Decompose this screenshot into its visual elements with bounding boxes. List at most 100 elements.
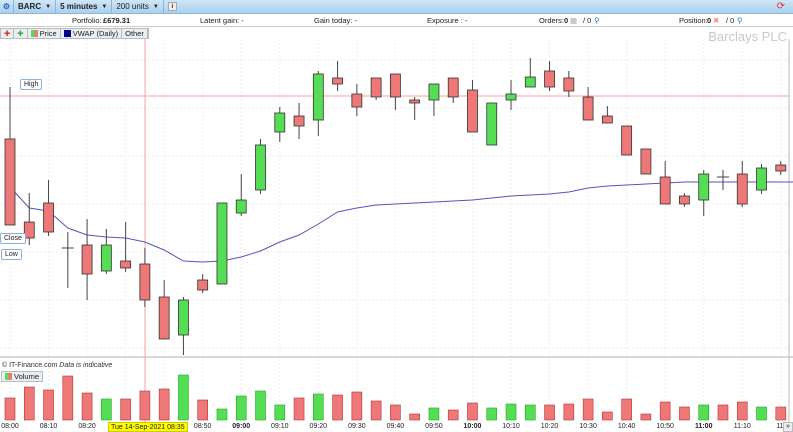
exposure: Exposure : - xyxy=(427,16,468,25)
volume-bar xyxy=(621,398,632,421)
time-tick-label: 09:00 xyxy=(232,423,251,430)
refresh-icon[interactable]: ⟳ xyxy=(776,1,785,12)
price-label: Price xyxy=(39,29,57,38)
units-dropdown[interactable]: 200 units ▼ xyxy=(112,0,164,14)
time-tick-label: 08:10 xyxy=(39,423,58,430)
chart-tools: ✚ ✚ Price VWAP (Daily) Other xyxy=(0,28,149,39)
candle-body xyxy=(736,173,748,205)
scroll-right-button[interactable]: » xyxy=(783,422,793,432)
volume-bar xyxy=(428,407,440,421)
source-text: © IT-Finance.com xyxy=(2,362,58,369)
volume-bar xyxy=(43,389,54,421)
candle-body xyxy=(178,299,189,336)
add-indicator-button[interactable]: ✚ xyxy=(14,29,28,38)
time-tick-label: 08:00 xyxy=(1,423,19,430)
orders-label: Orders: xyxy=(539,16,565,25)
orders-value: 0 xyxy=(564,16,569,25)
candle-body xyxy=(235,199,247,214)
close-label: Close xyxy=(0,233,26,244)
candle-body xyxy=(467,89,478,133)
vwap-label: VWAP (Daily) xyxy=(72,29,119,38)
chevron-down-icon: ▼ xyxy=(152,3,159,10)
close-position-icon[interactable]: ✖ xyxy=(713,16,720,25)
volume-bar xyxy=(602,411,613,421)
volume-bar xyxy=(756,406,767,421)
indicative-note: Data is indicative xyxy=(59,362,113,369)
candle-body xyxy=(544,70,555,88)
app-icon[interactable]: ⚙ xyxy=(0,0,14,14)
volume-bar xyxy=(293,397,305,421)
candle-body xyxy=(640,148,652,175)
position-label: Position: xyxy=(679,16,708,25)
high-label: High xyxy=(20,79,43,90)
volume-bar xyxy=(698,404,710,421)
info-button[interactable]: i xyxy=(164,0,181,14)
chevron-down-icon: ▼ xyxy=(45,3,52,10)
portfolio-label: Portfolio: xyxy=(72,16,102,25)
volume-bar xyxy=(101,398,112,421)
units-value: 200 units xyxy=(116,2,149,11)
volume-bar xyxy=(235,395,247,421)
volume-bar xyxy=(351,391,363,421)
orders-icon[interactable]: ▦ xyxy=(570,16,578,25)
other-button[interactable]: Other xyxy=(122,29,148,38)
volume-bar xyxy=(274,404,286,421)
volume-bar xyxy=(313,393,324,421)
volume-bar xyxy=(717,404,729,421)
instrument-name: Barclays PLC xyxy=(708,29,787,44)
vwap-toggle[interactable]: VWAP (Daily) xyxy=(61,29,123,38)
interval-dropdown[interactable]: 5 minutes ▼ xyxy=(56,0,113,14)
candle-body xyxy=(120,260,132,269)
other-label: Other xyxy=(125,29,144,38)
low-label: Low xyxy=(1,249,22,260)
volume-bar xyxy=(62,375,74,421)
candle-body xyxy=(563,77,575,92)
candle-body xyxy=(621,125,633,156)
gain-today: Gain today: - xyxy=(314,16,357,25)
volume-label: Volume xyxy=(14,372,40,381)
symbol-value: BARC xyxy=(18,2,42,11)
candle-body xyxy=(4,138,16,226)
candle-body xyxy=(679,195,690,205)
candle-body xyxy=(197,279,209,291)
crosshair-date-label: Tue 14-Sep-2021 08:35 xyxy=(108,422,188,432)
time-tick-label: 09:10 xyxy=(271,423,289,430)
candle-body xyxy=(312,73,324,121)
volume-toggle[interactable]: Volume xyxy=(1,371,44,382)
price-toggle[interactable]: Price xyxy=(28,29,61,38)
time-axis: 08:00 08:10 08:20 08:50 09:00 09:10 09:20 09:30… xyxy=(0,422,793,432)
volume-bar xyxy=(197,399,208,421)
volume-bar xyxy=(255,390,266,421)
volume-swatch-icon xyxy=(5,373,12,380)
time-tick-label: 10:10 xyxy=(502,423,520,430)
candle-body xyxy=(158,296,170,340)
candle-body xyxy=(43,202,54,233)
volume-bar xyxy=(775,406,787,421)
time-tick-label: 10:50 xyxy=(656,423,674,430)
search-orders-icon[interactable]: ⚲ xyxy=(594,16,600,25)
time-tick-label: 08:20 xyxy=(78,423,96,430)
add-icon: ✚ xyxy=(17,29,24,38)
search-position-icon[interactable]: ⚲ xyxy=(737,16,743,25)
candle-body xyxy=(351,93,363,108)
symbol-dropdown[interactable]: BARC ▼ xyxy=(14,0,57,14)
candle-body xyxy=(601,115,613,124)
candle-body xyxy=(756,167,767,191)
volume-bar xyxy=(390,404,401,421)
candle-body xyxy=(216,202,228,285)
candle-body xyxy=(389,73,401,98)
volume-bar xyxy=(659,401,671,421)
time-tick-label: 08:50 xyxy=(193,423,212,430)
zoom-in-button[interactable]: ✚ xyxy=(1,29,15,38)
candle-body xyxy=(486,102,498,146)
interval-value: 5 minutes xyxy=(60,2,98,11)
volume-bar xyxy=(409,413,420,421)
time-tick-label: 10:00 xyxy=(463,423,482,430)
time-tick-label: 10:40 xyxy=(617,423,636,430)
volume-bar xyxy=(505,403,517,421)
volume-bar xyxy=(4,397,16,421)
candle-body xyxy=(409,99,421,104)
candle-body xyxy=(332,77,343,85)
candle-body xyxy=(81,244,93,275)
